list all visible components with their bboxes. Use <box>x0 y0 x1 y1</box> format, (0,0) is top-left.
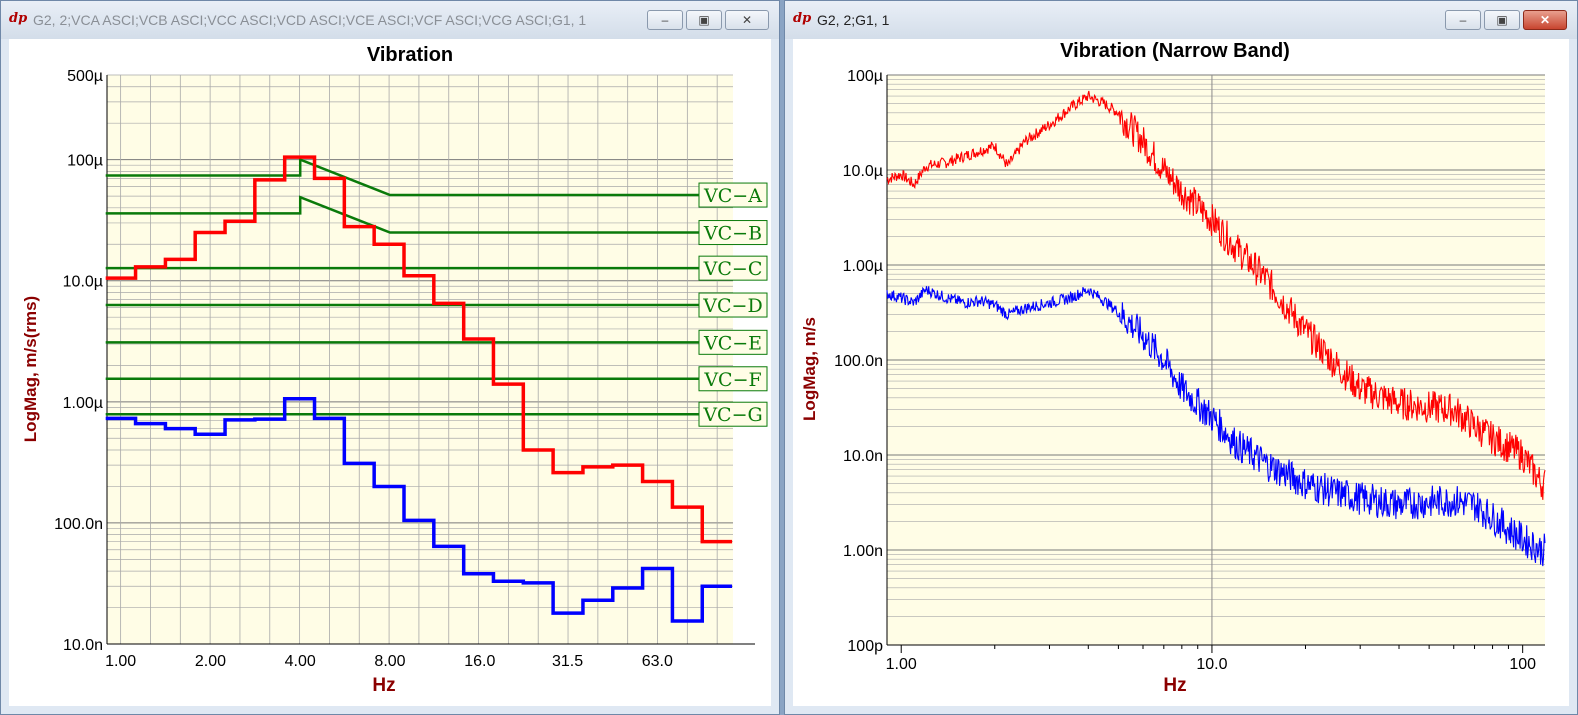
criterion-label-box <box>698 182 768 208</box>
criterion-label: VC−B <box>703 223 762 245</box>
y-tick-label: 10.0n <box>843 448 883 465</box>
close-button[interactable]: ✕ <box>1523 10 1567 30</box>
maximize-icon: ▣ <box>1496 13 1508 27</box>
criterion-label: VC−E <box>703 332 762 354</box>
x-tick-label: 8.00 <box>374 653 405 670</box>
left-window: dp G2, 2;VCA ASCI;VCB ASCI;VCC ASCI;VCD … <box>0 0 780 715</box>
criterion-label: VC−D <box>702 295 762 317</box>
criterion-line <box>105 157 733 197</box>
maximize-icon: ▣ <box>698 13 710 27</box>
minimize-button[interactable]: – <box>1445 10 1481 30</box>
x-tick-label: 1.00 <box>105 653 136 670</box>
criterion-label-box <box>698 220 768 246</box>
series-blue <box>886 286 1546 567</box>
criterion-label-box <box>698 292 768 318</box>
maximize-button[interactable]: ▣ <box>686 10 722 30</box>
y-tick-label: 1.00n <box>843 543 883 560</box>
y-tick-label: 10.0µ <box>63 274 103 291</box>
left-title-bar[interactable]: dp G2, 2;VCA ASCI;VCB ASCI;VCC ASCI;VCD … <box>1 1 779 39</box>
close-icon: ✕ <box>1539 13 1551 27</box>
minimize-button[interactable]: – <box>647 10 683 30</box>
minimize-icon: – <box>1459 13 1467 27</box>
y-tick-label: 100.0n <box>54 516 103 533</box>
criterion-line <box>105 195 733 234</box>
x-tick-label: 100 <box>1509 656 1536 673</box>
y-tick-label: 100µ <box>67 153 103 170</box>
y-tick-label: 100.0n <box>834 353 883 370</box>
y-tick-label: 1.00µ <box>63 395 103 412</box>
y-axis-label: LogMag, m/s(rms) <box>21 296 40 442</box>
left-chart-area: Vibration Hz LogMag, m/s(rms) 500µ 100µ 10.0µ… <box>9 39 771 706</box>
series-red <box>886 90 1546 500</box>
chart-title: Vibration <box>367 44 453 66</box>
octave-band-chart: Vibration Hz LogMag, m/s(rms) 500µ 100µ 10.0µ… <box>21 44 768 696</box>
chart-title: Vibration (Narrow Band) <box>1060 40 1290 62</box>
criterion-label-box <box>698 329 768 355</box>
x-axis-label: Hz <box>1163 675 1186 696</box>
y-axis-label: LogMag, m/s <box>800 317 819 421</box>
x-tick-label: 1.00 <box>886 656 917 673</box>
criterion-label: VC−F <box>703 369 761 391</box>
window-title: G2, 2;VCA ASCI;VCB ASCI;VCC ASCI;VCD ASC… <box>33 12 587 28</box>
x-tick-label: 10.0 <box>1196 656 1227 673</box>
y-tick-label: 500µ <box>67 68 103 85</box>
x-tick-label: 4.00 <box>285 653 316 670</box>
criterion-label-box <box>698 401 768 427</box>
x-axis-label: Hz <box>372 675 395 696</box>
criterion-label: VC−G <box>702 404 762 426</box>
close-button[interactable]: ✕ <box>725 10 769 30</box>
criterion-label-box <box>698 255 768 281</box>
series-blue <box>105 397 733 623</box>
app-icon[interactable]: dp <box>793 11 812 26</box>
y-tick-label: 1.00µ <box>843 258 883 275</box>
y-tick-label: 100p <box>847 638 883 655</box>
x-tick-label: 31.5 <box>552 653 583 670</box>
series-red <box>105 155 733 544</box>
app-icon[interactable]: dp <box>9 11 28 26</box>
criterion-label: VC−A <box>703 185 762 207</box>
narrow-band-chart: Vibration (Narrow Band) Hz LogMag, m/s 100µ… <box>800 40 1546 696</box>
plot-background <box>107 75 733 644</box>
x-tick-label: 2.00 <box>195 653 226 670</box>
x-tick-label: 63.0 <box>642 653 673 670</box>
x-tick-label: 16.0 <box>464 653 495 670</box>
y-tick-label: 10.0µ <box>843 163 883 180</box>
minimize-icon: – <box>661 13 669 27</box>
right-window: dp G2, 2;G1, 1 – ▣ ✕ Vibration (Narrow B… <box>784 0 1578 715</box>
y-tick-label: 100µ <box>847 68 883 85</box>
y-tick-label: 10.0n <box>63 637 103 654</box>
criterion-label-box <box>698 366 768 392</box>
window-title: G2, 2;G1, 1 <box>817 12 890 28</box>
close-icon: ✕ <box>741 13 753 27</box>
right-title-bar[interactable]: dp G2, 2;G1, 1 – ▣ ✕ <box>785 1 1577 39</box>
maximize-button[interactable]: ▣ <box>1484 10 1520 30</box>
criterion-label: VC−C <box>703 258 763 280</box>
right-chart-area: Vibration (Narrow Band) Hz LogMag, m/s 100µ… <box>793 39 1569 706</box>
